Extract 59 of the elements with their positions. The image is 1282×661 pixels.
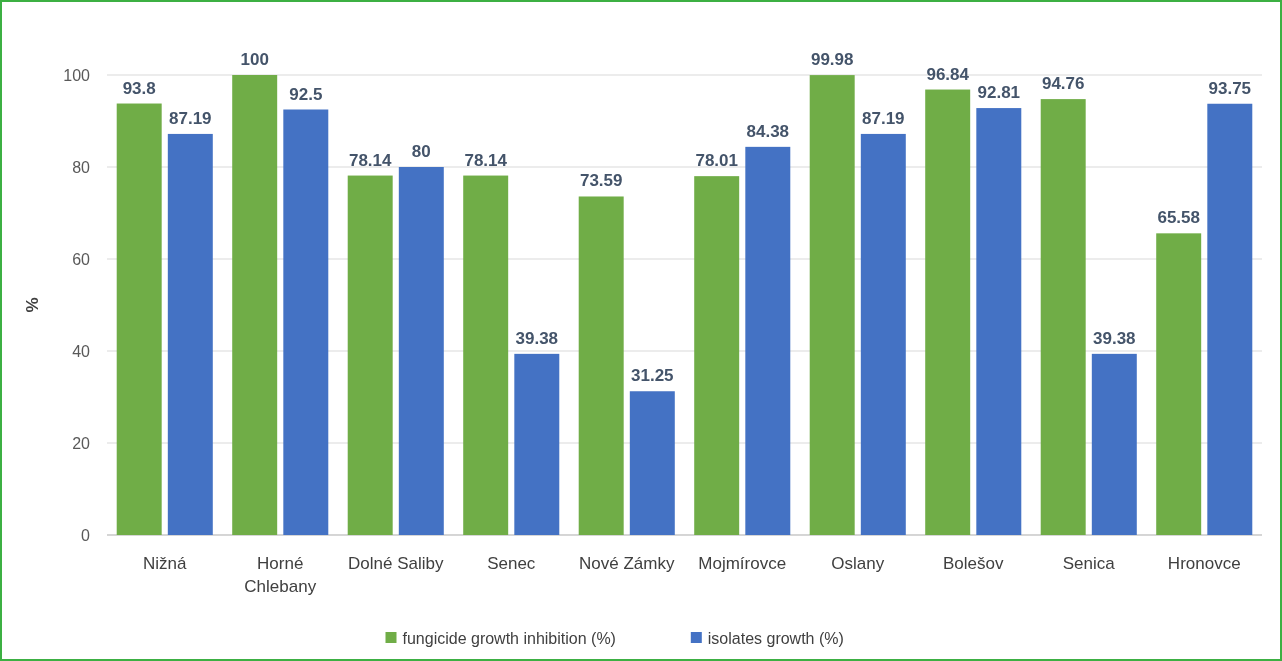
data-label: 84.38 <box>746 121 790 141</box>
bar <box>232 75 278 535</box>
data-label: 87.19 <box>169 108 212 128</box>
bar <box>398 167 444 535</box>
bar <box>745 146 791 535</box>
data-label: 73.59 <box>579 171 623 191</box>
x-tick-label: Senica <box>1062 554 1116 573</box>
data-label: 93.75 <box>1208 78 1252 98</box>
bar <box>116 103 162 535</box>
x-tick-label: Nové Zámky <box>579 554 675 573</box>
data-label: 94.76 <box>1041 74 1085 94</box>
bar <box>1091 353 1137 535</box>
legend-label: isolates growth (%) <box>707 629 844 647</box>
bar <box>860 133 906 535</box>
y-tick-label: 100 <box>63 66 91 84</box>
y-tick-label: 80 <box>72 158 91 176</box>
y-tick-label: 0 <box>81 526 91 544</box>
x-tick-label: Dolné Saliby <box>348 554 444 573</box>
y-tick-label: 40 <box>72 342 91 360</box>
bar <box>1040 99 1086 535</box>
y-axis-title: % <box>23 297 42 313</box>
x-tick-label: Hronovce <box>1167 554 1241 573</box>
data-label: 100 <box>240 50 269 69</box>
bar <box>514 353 560 535</box>
data-label: 65.58 <box>1157 208 1200 228</box>
x-tick-label: Horné Chlebany <box>244 554 317 596</box>
legend-label: fungicide growth inhibition (%) <box>402 629 616 647</box>
x-tick-label: Mojmírovce <box>698 554 787 573</box>
data-label: 92.81 <box>977 83 1021 103</box>
bar <box>347 175 393 535</box>
x-tick-label: Bolešov <box>943 554 1004 573</box>
data-label: 31.25 <box>631 366 674 386</box>
bar <box>1207 103 1253 535</box>
bar <box>925 89 971 535</box>
x-tick-label: Nižná <box>143 554 188 573</box>
data-label: 78.14 <box>348 150 393 170</box>
data-label: 99.98 <box>810 50 854 70</box>
bar <box>629 391 675 535</box>
bar <box>463 175 509 535</box>
data-label: 78.01 <box>695 151 738 171</box>
x-tick-label: Senec <box>487 554 536 573</box>
data-label: 93.8 <box>122 78 156 98</box>
y-tick-label: 60 <box>72 250 91 268</box>
y-tick-label: 20 <box>72 434 91 452</box>
bar <box>1156 233 1202 535</box>
data-label: 80 <box>411 142 431 161</box>
data-label: 78.14 <box>464 150 508 170</box>
bar <box>976 108 1022 535</box>
bar <box>694 176 740 535</box>
bar <box>578 196 624 535</box>
data-label: 39.38 <box>1093 328 1136 348</box>
data-label: 39.38 <box>515 328 559 348</box>
bar <box>167 133 213 535</box>
data-label: 92.5 <box>289 84 323 104</box>
bar <box>809 75 855 535</box>
x-tick-label: Oslany <box>831 554 885 573</box>
data-label: 96.84 <box>926 64 970 84</box>
data-label: 87.19 <box>862 108 905 128</box>
bar <box>283 109 329 535</box>
